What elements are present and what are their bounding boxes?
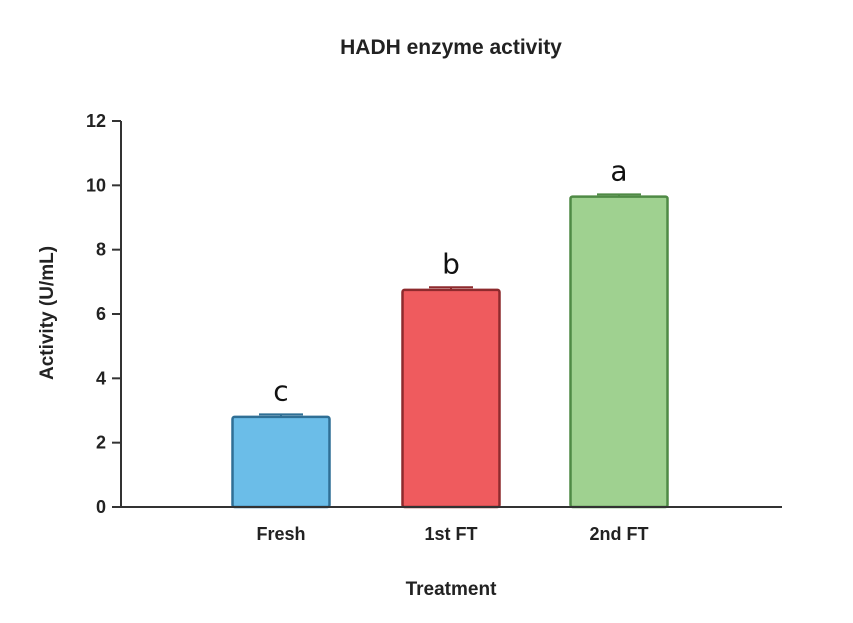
- y-tick-label: 10: [86, 175, 106, 195]
- significance-label: c: [273, 374, 288, 407]
- x-axis-label: Treatment: [406, 579, 497, 600]
- bar-2nd-ft: [569, 195, 669, 509]
- y-tick-label: 2: [96, 433, 106, 453]
- x-tick-label: 1st FT: [424, 524, 477, 544]
- x-tick-label: Fresh: [256, 524, 305, 544]
- y-tick-label: 6: [96, 304, 106, 324]
- y-tick-label: 4: [96, 368, 106, 388]
- bars-layer: [231, 195, 669, 509]
- y-ticks-layer: 0 2 4 6 8 10 12: [86, 111, 121, 517]
- significance-label: b: [442, 247, 460, 280]
- bar-1st-ft: [401, 288, 501, 509]
- y-tick-label: 0: [96, 497, 106, 517]
- x-tick-label: 2nd FT: [590, 524, 649, 544]
- x-ticks-layer: Fresh 1st FT 2nd FT: [256, 524, 648, 544]
- y-tick-label: 8: [96, 240, 106, 260]
- error-bars-layer: [259, 193, 641, 417]
- bar-fresh: [231, 415, 331, 509]
- significance-label: a: [610, 154, 627, 187]
- y-tick-label: 12: [86, 111, 106, 131]
- significance-labels-layer: c b a: [273, 154, 627, 407]
- y-axis-label: Activity (U/mL): [37, 246, 58, 380]
- chart-title: HADH enzyme activity: [340, 36, 562, 59]
